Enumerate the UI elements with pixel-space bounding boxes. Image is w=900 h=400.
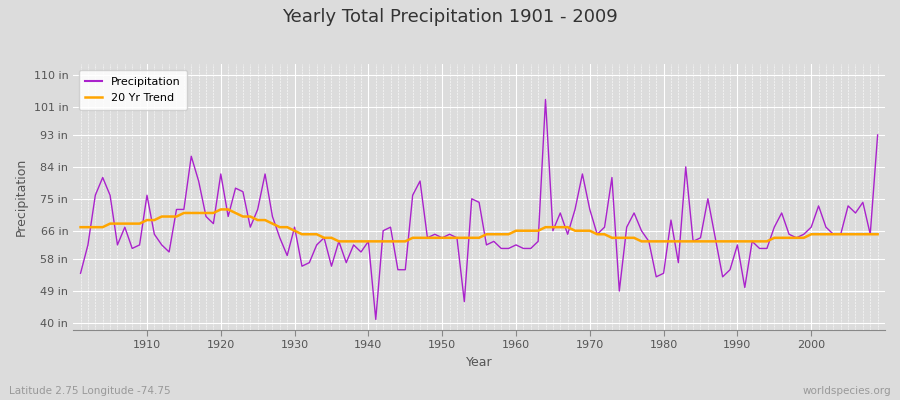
Text: Yearly Total Precipitation 1901 - 2009: Yearly Total Precipitation 1901 - 2009 — [282, 8, 618, 26]
Y-axis label: Precipitation: Precipitation — [15, 158, 28, 236]
X-axis label: Year: Year — [466, 356, 492, 369]
Text: worldspecies.org: worldspecies.org — [803, 386, 891, 396]
Text: Latitude 2.75 Longitude -74.75: Latitude 2.75 Longitude -74.75 — [9, 386, 171, 396]
Legend: Precipitation, 20 Yr Trend: Precipitation, 20 Yr Trend — [78, 70, 187, 110]
